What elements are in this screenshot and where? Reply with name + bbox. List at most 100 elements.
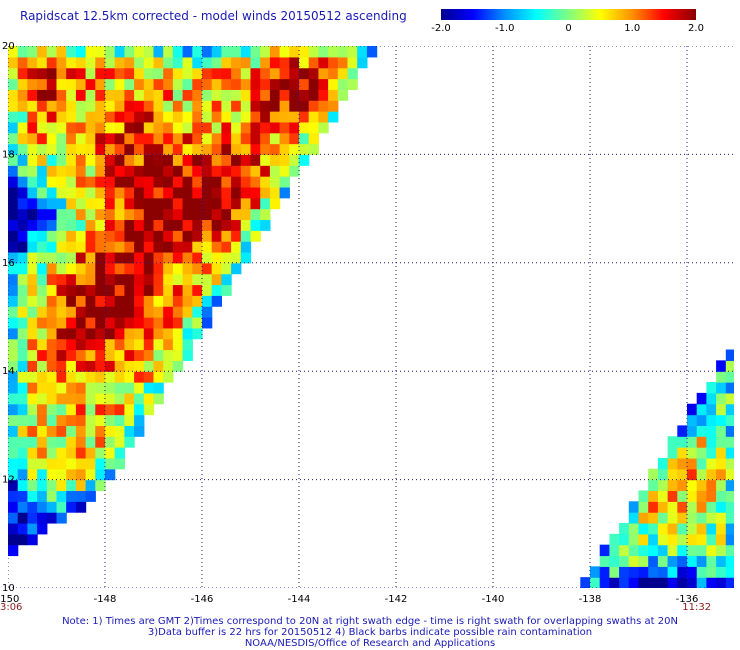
heatmap-cell (182, 197, 193, 210)
heatmap-cell (66, 121, 77, 134)
heatmap-cell (172, 78, 184, 90)
heatmap-cell (269, 111, 281, 123)
heatmap-cell (638, 533, 649, 546)
heatmap-cell (289, 132, 300, 145)
heatmap-cell (153, 262, 164, 275)
heatmap-cell (153, 78, 164, 90)
heatmap-cell (66, 46, 77, 58)
heatmap-cell (8, 457, 19, 470)
heatmap-cell (308, 111, 319, 123)
heatmap-cell (46, 241, 58, 253)
heatmap-cell (667, 436, 678, 448)
heatmap-cell (279, 111, 290, 123)
heatmap-cell (75, 295, 87, 307)
colorbar-tick-label: 2.0 (688, 23, 704, 34)
heatmap-cell (648, 479, 659, 492)
heatmap-cell (143, 154, 155, 166)
heatmap-cell (289, 165, 300, 177)
heatmap-cell (114, 219, 125, 231)
heatmap-cell (114, 284, 125, 296)
heatmap-cell (17, 468, 28, 481)
heatmap-cell (75, 46, 87, 58)
heatmap-cell (85, 46, 96, 58)
heatmap-cell (657, 501, 669, 513)
heatmap-cell (66, 165, 77, 177)
heatmap-cell (66, 284, 77, 296)
heatmap-cell (37, 89, 48, 101)
heatmap-cell (279, 121, 290, 134)
heatmap-cell (105, 176, 116, 188)
heatmap-cell (85, 78, 96, 90)
heatmap-cell (657, 457, 669, 470)
heatmap-cell (725, 382, 734, 394)
heatmap-cell (46, 46, 58, 58)
heatmap-cell (347, 78, 358, 90)
heatmap-cell (153, 317, 164, 329)
heatmap-cell (114, 89, 125, 101)
heatmap-cell (8, 403, 19, 416)
heatmap-cell (27, 479, 38, 492)
heatmap-cell (590, 566, 601, 578)
heatmap-cell (114, 67, 125, 80)
heatmap-cell (27, 241, 38, 253)
heatmap-cell (134, 219, 145, 231)
heatmap-cell (124, 219, 135, 231)
heatmap-cell (240, 176, 252, 188)
heatmap-cell (736, 339, 740, 350)
heatmap-cell (172, 154, 184, 166)
heatmap-cell (134, 197, 145, 210)
heatmap-cell (66, 447, 77, 459)
heatmap-cell (153, 360, 164, 372)
heatmap-cell (143, 132, 155, 145)
heatmap-cell (105, 425, 116, 437)
heatmap-cell (46, 457, 58, 470)
heatmap-cell (318, 111, 329, 123)
heatmap-cell (85, 468, 96, 481)
heatmap-cell (211, 143, 222, 155)
heatmap-cell (221, 251, 232, 264)
heatmap-cell (260, 143, 271, 155)
heatmap-cell (95, 121, 106, 134)
heatmap-cell (17, 403, 28, 416)
heatmap-cell (202, 230, 213, 242)
heatmap-cell (648, 490, 659, 502)
heatmap-cell (27, 56, 38, 69)
heatmap-cell (8, 121, 19, 134)
heatmap-cell (105, 78, 116, 90)
heatmap-cell (163, 306, 174, 318)
heatmap-cell (221, 284, 232, 296)
heatmap-cell (143, 46, 155, 58)
heatmap-cell (95, 360, 106, 372)
heatmap-cell (240, 111, 252, 123)
heatmap-cell (8, 284, 19, 296)
heatmap-cell (328, 111, 339, 123)
heatmap-cell (318, 46, 329, 58)
heatmap-cell (163, 230, 174, 242)
heatmap-cell (192, 284, 203, 296)
heatmap-cell (27, 436, 38, 448)
heatmap-cell (134, 230, 145, 242)
heatmap-cell (221, 186, 232, 199)
heatmap-cell (163, 349, 174, 361)
heatmap-cell (231, 219, 242, 231)
heatmap-cell (725, 512, 734, 524)
heatmap-cell (143, 230, 155, 242)
heatmap-cell (269, 67, 281, 80)
heatmap-cell (318, 89, 329, 101)
heatmap-cell (85, 295, 96, 307)
heatmap-cell (114, 371, 125, 383)
heatmap-cell (231, 132, 242, 145)
heatmap-cell (250, 100, 261, 112)
heatmap-cell (260, 89, 271, 101)
heatmap-cell (687, 577, 698, 588)
heatmap-cell (696, 533, 707, 546)
heatmap-cell (687, 457, 698, 470)
heatmap-cell (56, 349, 67, 361)
heatmap-cell (677, 544, 688, 557)
heatmap-cell (231, 165, 242, 177)
heatmap-cell (599, 577, 610, 588)
heatmap-cell (628, 522, 640, 535)
heatmap-cell (153, 284, 164, 296)
heatmap-cell (736, 404, 740, 415)
heatmap-cell (114, 306, 125, 318)
